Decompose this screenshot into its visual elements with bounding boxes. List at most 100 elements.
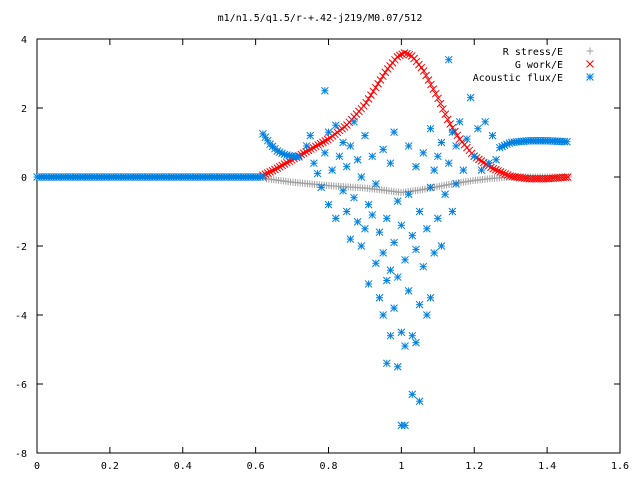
- data-point: [321, 148, 329, 157]
- data-point: [299, 149, 308, 157]
- data-point: [491, 165, 500, 174]
- data-point: [441, 190, 449, 199]
- legend-marker: [586, 73, 594, 81]
- data-point: [342, 162, 351, 171]
- data-point: [271, 165, 279, 174]
- data-point: [481, 117, 490, 126]
- data-point: [317, 183, 326, 192]
- data-point: [489, 164, 498, 173]
- data-point: [328, 166, 336, 174]
- data-point: [278, 161, 286, 170]
- data-point: [401, 255, 409, 264]
- data-point: [412, 245, 420, 254]
- data-point: [353, 155, 362, 164]
- data-point: [415, 300, 424, 309]
- data-point: [477, 157, 486, 165]
- data-point: [404, 190, 413, 199]
- data-point: [306, 131, 315, 140]
- x-tick-label: 1: [398, 461, 404, 472]
- data-point: [501, 170, 510, 178]
- legend-label: G work/E: [515, 60, 563, 71]
- data-point: [441, 110, 450, 119]
- data-point: [379, 72, 387, 81]
- x-tick-label: 0.6: [247, 461, 265, 472]
- data-point: [397, 221, 406, 230]
- data-point: [470, 152, 479, 161]
- x-tick-label: 0.2: [101, 461, 119, 472]
- data-point: [390, 238, 398, 247]
- data-point: [459, 166, 468, 174]
- data-point: [431, 89, 440, 98]
- y-tick-label: -6: [15, 380, 27, 391]
- data-point: [314, 141, 322, 149]
- data-point: [443, 115, 452, 124]
- data-point: [393, 197, 402, 206]
- data-point: [561, 173, 570, 182]
- data-point: [280, 160, 289, 168]
- data-point: [386, 266, 395, 275]
- legend-label: R stress/E: [503, 47, 563, 58]
- data-point: [372, 259, 380, 268]
- data-point: [273, 164, 282, 172]
- data-point: [339, 138, 347, 147]
- data-point: [307, 145, 315, 153]
- data-point: [423, 311, 431, 319]
- data-point: [452, 180, 460, 188]
- data-point: [427, 80, 435, 89]
- data-point: [437, 242, 446, 250]
- data-point: [412, 162, 420, 171]
- data-point: [466, 93, 475, 102]
- data-point: [496, 168, 505, 176]
- y-tick-label: 4: [21, 35, 27, 46]
- data-point: [374, 79, 382, 88]
- data-point: [364, 95, 373, 103]
- data-point: [364, 200, 373, 209]
- data-point: [444, 55, 453, 64]
- data-point: [350, 117, 358, 126]
- data-point: [331, 214, 340, 223]
- data-point: [429, 85, 438, 93]
- data-point: [346, 235, 355, 243]
- data-point: [415, 397, 424, 406]
- data-point: [375, 293, 384, 302]
- data-point: [452, 142, 460, 150]
- data-point: [386, 331, 395, 340]
- data-point: [565, 173, 573, 181]
- data-point: [404, 286, 413, 295]
- data-point: [426, 124, 435, 133]
- data-point: [353, 217, 362, 226]
- legend-marker: [586, 47, 594, 55]
- data-point: [477, 166, 486, 174]
- x-tick-label: 0.8: [319, 461, 337, 472]
- data-point: [393, 362, 402, 371]
- data-point: [369, 87, 378, 96]
- data-point: [357, 173, 366, 181]
- data-point: [258, 173, 267, 181]
- x-tick-label: 1.6: [611, 461, 629, 472]
- x-axis: 0 0.2 0.4 0.6 0.8 1 1.2 1.4 1.6: [34, 39, 629, 472]
- data-point: [275, 162, 284, 171]
- data-point: [426, 183, 435, 192]
- y-tick-label: -4: [15, 311, 27, 322]
- data-point: [404, 142, 413, 150]
- data-point: [455, 117, 464, 126]
- data-point: [484, 159, 493, 168]
- y-tick-label: -2: [15, 242, 27, 253]
- data-point: [331, 121, 340, 130]
- data-point: [361, 131, 369, 140]
- plot-border: [36, 38, 621, 454]
- data-point: [426, 293, 435, 302]
- data-point: [375, 228, 384, 237]
- data-point: [371, 83, 380, 92]
- data-point: [563, 137, 571, 146]
- data-point: [437, 138, 446, 147]
- data-point: [419, 67, 428, 75]
- x-tick-label: 1.2: [465, 461, 483, 472]
- data-point: [433, 214, 442, 223]
- data-point: [302, 142, 311, 150]
- series-star: [33, 55, 571, 430]
- x-tick-label: 1.4: [538, 461, 556, 472]
- data-point: [339, 186, 347, 195]
- data-point: [405, 50, 414, 59]
- chart-title: m1/n1.5/q1.5/r-+.42-j219/M0.07/512: [218, 13, 423, 24]
